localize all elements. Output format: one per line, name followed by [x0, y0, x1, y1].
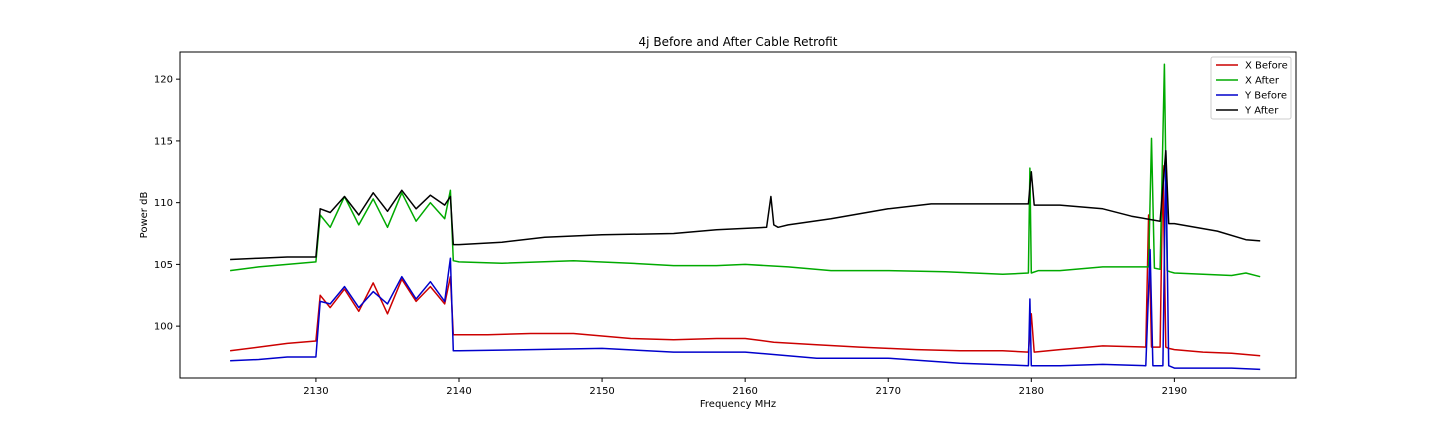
y-tick-label: 120	[154, 75, 173, 86]
x-tick-label: 2160	[732, 386, 757, 397]
series-layer	[230, 63, 1261, 371]
series-line-x-before	[230, 164, 1261, 357]
series-line-x-after	[230, 63, 1261, 278]
x-axis-label: Frequency MHz	[700, 399, 776, 410]
chart-title: 4j Before and After Cable Retrofit	[639, 35, 838, 49]
legend-box	[1210, 56, 1292, 120]
x-axis: 2130 2140 2150 2160 2170 2180 2190	[303, 378, 1187, 397]
y-axis-label: Power dB	[139, 192, 150, 239]
series-line-y-before	[230, 150, 1261, 371]
legend-label: X Before	[1245, 61, 1288, 72]
x-tick-label: 2130	[303, 386, 328, 397]
x-tick-label: 2170	[876, 386, 901, 397]
legend-label: X After	[1245, 76, 1280, 87]
y-tick-label: 110	[154, 198, 173, 209]
x-tick-label: 2180	[1019, 386, 1044, 397]
x-tick-label: 2150	[589, 386, 614, 397]
x-tick-label: 2190	[1162, 386, 1187, 397]
plot-frame	[179, 51, 1297, 379]
y-tick-label: 115	[154, 136, 173, 147]
legend-label: Y After	[1244, 106, 1279, 117]
legend: X Before X After Y Before Y After	[1210, 56, 1292, 120]
x-tick-label: 2140	[446, 386, 471, 397]
y-tick-label: 100	[154, 322, 173, 333]
y-axis: 100 105 110 115 120	[154, 75, 180, 333]
legend-label: Y Before	[1244, 91, 1287, 102]
y-tick-label: 105	[154, 260, 173, 271]
series-line-y-after	[230, 150, 1261, 261]
